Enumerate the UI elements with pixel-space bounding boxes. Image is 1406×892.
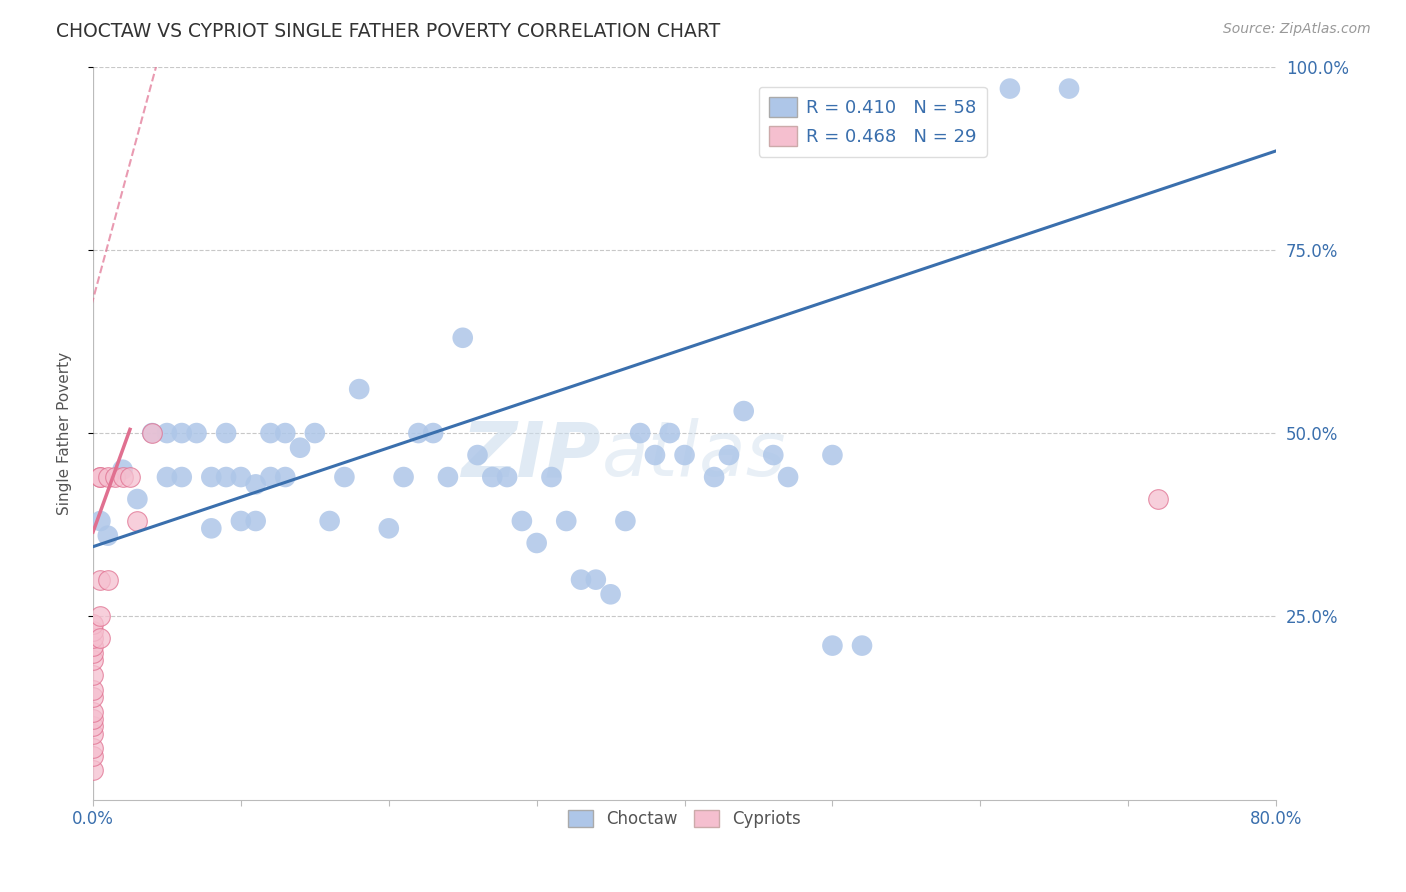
Point: [82, 712, 104, 726]
Point: [510, 514, 533, 528]
Point: [540, 470, 562, 484]
Point: [82, 741, 104, 756]
Point: [215, 470, 238, 484]
Point: [82, 616, 104, 631]
Point: [82, 632, 104, 646]
Point: [526, 536, 548, 550]
Point: [274, 470, 297, 484]
Point: [658, 425, 681, 440]
Point: [82, 763, 104, 777]
Point: [82, 653, 104, 667]
Point: [97, 470, 120, 484]
Point: [245, 514, 267, 528]
Point: [259, 425, 281, 440]
Point: [89, 632, 111, 646]
Point: [451, 331, 474, 345]
Point: [82, 624, 104, 638]
Point: [288, 441, 311, 455]
Point: [851, 639, 873, 653]
Point: [408, 425, 430, 440]
Point: [569, 573, 592, 587]
Point: [318, 514, 340, 528]
Point: [778, 470, 800, 484]
Legend: Choctaw, Cypriots: Choctaw, Cypriots: [561, 804, 808, 835]
Point: [82, 726, 104, 740]
Point: [89, 470, 111, 484]
Point: [245, 477, 267, 491]
Point: [200, 470, 222, 484]
Point: [82, 690, 104, 704]
Point: [628, 425, 651, 440]
Point: [585, 573, 607, 587]
Point: [111, 463, 134, 477]
Point: [378, 521, 401, 535]
Y-axis label: Single Father Poverty: Single Father Poverty: [58, 351, 72, 515]
Point: [467, 448, 489, 462]
Point: [481, 470, 503, 484]
Point: [89, 470, 111, 484]
Point: [82, 639, 104, 653]
Point: [422, 425, 444, 440]
Point: [127, 514, 149, 528]
Point: [599, 587, 621, 601]
Point: [111, 470, 134, 484]
Point: [1057, 81, 1080, 95]
Point: [304, 425, 326, 440]
Point: [186, 425, 208, 440]
Point: [89, 609, 111, 624]
Point: [821, 448, 844, 462]
Point: [673, 448, 696, 462]
Point: [717, 448, 740, 462]
Point: [347, 382, 370, 396]
Point: [229, 514, 252, 528]
Point: [1146, 491, 1168, 506]
Point: [97, 529, 120, 543]
Point: [127, 491, 149, 506]
Point: [170, 470, 193, 484]
Text: Source: ZipAtlas.com: Source: ZipAtlas.com: [1223, 22, 1371, 37]
Point: [82, 668, 104, 682]
Point: [200, 521, 222, 535]
Point: [998, 81, 1021, 95]
Point: [644, 448, 666, 462]
Point: [333, 470, 356, 484]
Point: [170, 425, 193, 440]
Text: CHOCTAW VS CYPRIOT SINGLE FATHER POVERTY CORRELATION CHART: CHOCTAW VS CYPRIOT SINGLE FATHER POVERTY…: [56, 22, 720, 41]
Point: [82, 682, 104, 697]
Point: [437, 470, 460, 484]
Text: atlas: atlas: [602, 418, 786, 492]
Point: [156, 470, 179, 484]
Point: [274, 425, 297, 440]
Point: [555, 514, 578, 528]
Point: [104, 470, 127, 484]
Point: [215, 425, 238, 440]
Point: [614, 514, 637, 528]
Text: ZIP: ZIP: [463, 418, 602, 492]
Point: [82, 705, 104, 719]
Point: [89, 573, 111, 587]
Point: [89, 514, 111, 528]
Point: [97, 573, 120, 587]
Point: [82, 719, 104, 733]
Point: [733, 404, 755, 418]
Point: [762, 448, 785, 462]
Point: [496, 470, 519, 484]
Point: [259, 470, 281, 484]
Point: [156, 425, 179, 440]
Point: [82, 646, 104, 660]
Point: [118, 470, 141, 484]
Point: [141, 425, 163, 440]
Point: [82, 748, 104, 763]
Point: [392, 470, 415, 484]
Point: [141, 425, 163, 440]
Point: [703, 470, 725, 484]
Point: [821, 639, 844, 653]
Point: [229, 470, 252, 484]
